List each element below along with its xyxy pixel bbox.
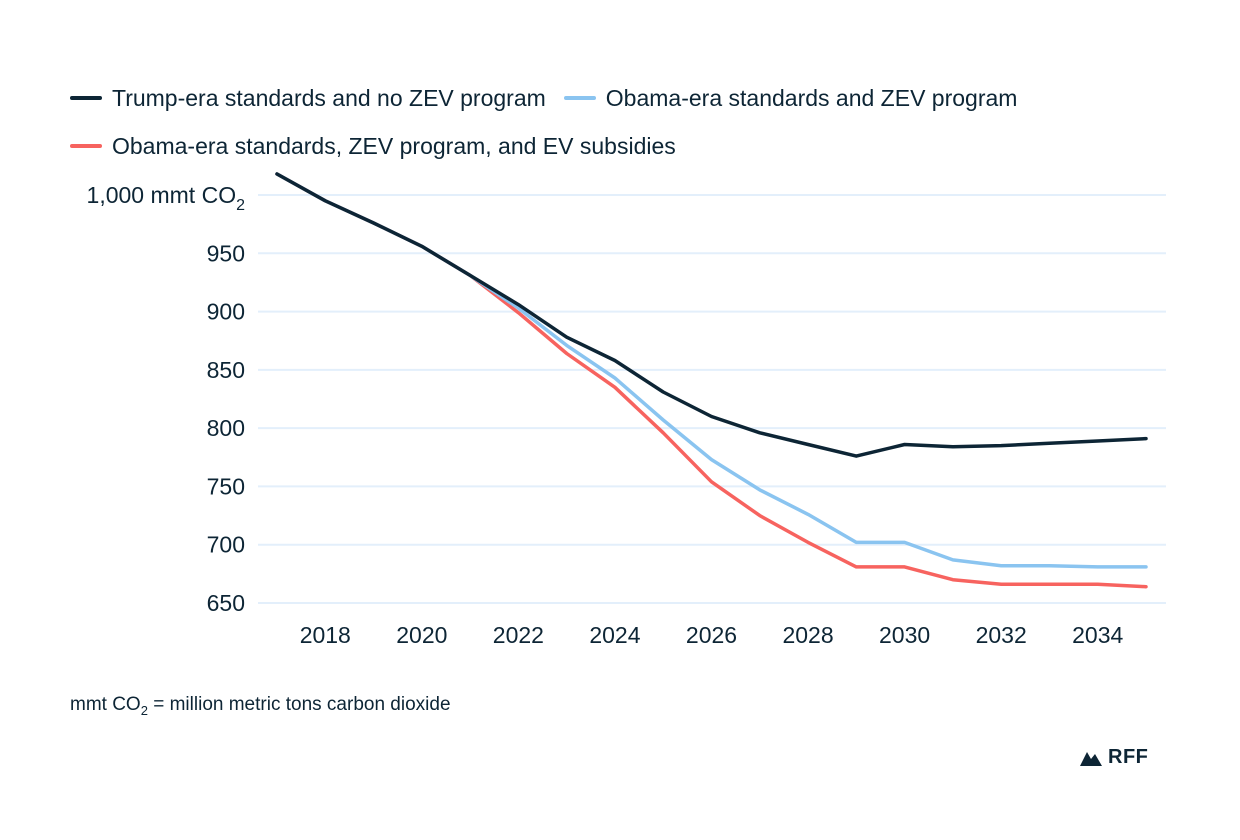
footnote-prefix: mmt CO (70, 694, 141, 715)
legend-label-obama-subsidies: Obama-era standards, ZEV program, and EV… (112, 132, 676, 159)
y-tick-label: 850 (207, 357, 245, 383)
series-line-2 (275, 172, 1148, 589)
rff-logo: RFF (1080, 746, 1148, 769)
y-tick-label: 900 (207, 299, 245, 325)
y-tick-label: 650 (207, 590, 245, 616)
y-tick-label: 700 (207, 532, 245, 558)
x-tick-label: 2032 (976, 622, 1027, 648)
x-tick-label: 2030 (879, 622, 930, 648)
y-tick-label: 800 (207, 415, 245, 441)
series-line-0 (275, 172, 1148, 458)
y-tick-label: 750 (207, 473, 245, 499)
logo-text: RFF (1108, 746, 1149, 768)
footnote-subscript: 2 (140, 702, 148, 718)
series-lines (275, 172, 1148, 589)
x-tick-label: 2024 (589, 622, 640, 648)
mountain-icon (1080, 751, 1102, 766)
x-axis-labels: 2018 2020 2022 2024 2026 2028 2030 2032 2034 (300, 622, 1124, 648)
x-tick-label: 2028 (782, 622, 833, 648)
x-tick-label: 2020 (396, 622, 447, 648)
legend-row-1: Trump-era standards and no ZEV program O… (70, 74, 1170, 122)
footnote-suffix: = million metric tons carbon dioxide (147, 694, 451, 715)
y-tick-label: 950 (207, 240, 245, 266)
y-tick-label: 1,000 mmt CO2 (87, 182, 246, 214)
legend-swatch-obama (563, 96, 596, 100)
legend-swatch-obama-subsidies (70, 144, 102, 148)
legend-label-obama: Obama-era standards and ZEV program (605, 84, 1018, 111)
footnote: mmt CO2 = million metric tons carbon dio… (70, 694, 451, 718)
y-axis-labels: 650 700 750 800 850 900 950 1,000 mmt CO2 (87, 182, 246, 616)
legend-item-trump[interactable]: Trump-era standards and no ZEV program (70, 85, 546, 112)
x-tick-label: 2034 (1072, 622, 1123, 648)
legend: Trump-era standards and no ZEV program O… (70, 74, 1170, 170)
legend-swatch-trump (70, 96, 102, 100)
legend-row-2: Obama-era standards, ZEV program, and EV… (70, 122, 1170, 170)
x-tick-label: 2026 (686, 622, 737, 648)
x-tick-label: 2022 (493, 622, 544, 648)
x-tick-label: 2018 (300, 622, 351, 648)
gridlines (258, 194, 1166, 604)
legend-item-obama[interactable]: Obama-era standards and ZEV program (563, 84, 1018, 112)
legend-label-trump: Trump-era standards and no ZEV program (112, 84, 546, 111)
y-unit-subscript: 2 (236, 197, 245, 214)
legend-item-obama-subsidies[interactable]: Obama-era standards, ZEV program, and EV… (70, 133, 676, 160)
